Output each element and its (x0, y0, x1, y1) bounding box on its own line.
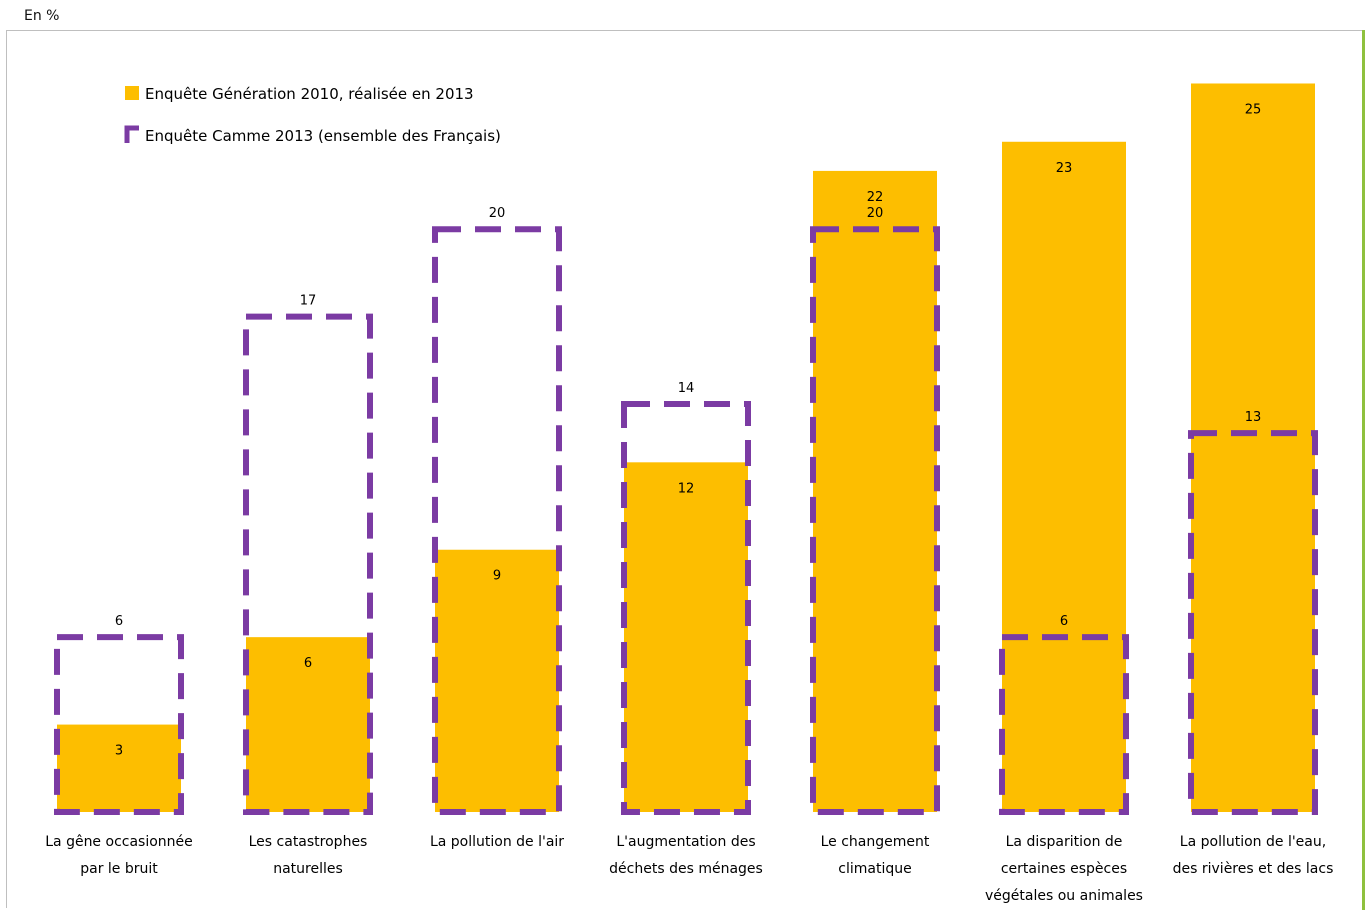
page-edge-accent (1362, 30, 1365, 910)
legend-label-camme: Enquête Camme 2013 (ensemble des Françai… (145, 127, 501, 145)
category-label-line: par le bruit (80, 861, 158, 877)
value-label-generation-1: 6 (304, 656, 312, 671)
category-label-4: Le changement climatique (821, 834, 930, 877)
category-label-line: Les catastrophes (249, 834, 368, 850)
category-label-line: La gêne occasionnée (45, 834, 193, 850)
category-label-line: certaines espèces (1001, 861, 1127, 877)
category-label-line: Le changement (821, 834, 930, 850)
bar-camme-5 (999, 634, 1129, 815)
category-label-line: naturelles (273, 861, 343, 877)
value-label-generation-2: 9 (493, 569, 501, 584)
value-label-camme-3: 14 (678, 381, 695, 396)
legend-swatch-camme (124, 125, 139, 143)
category-label-line: déchets des ménages (609, 861, 763, 877)
category-label-3: L'augmentation des déchets des ménages (609, 834, 763, 877)
category-labels: La gêne occasionnée par le bruit Les catas… (45, 834, 1333, 904)
bar-camme-4 (810, 226, 940, 815)
value-label-camme-1: 17 (300, 294, 317, 309)
category-label-6: La pollution de l'eau, des rivières et de… (1173, 834, 1334, 877)
camme-bars (54, 226, 1318, 815)
value-label-generation-0: 3 (115, 744, 123, 759)
legend: Enquête Génération 2010, réalisée en 201… (124, 85, 501, 145)
category-label-2: La pollution de l'air (430, 834, 564, 850)
bar-camme-2 (432, 226, 562, 815)
category-label-line: L'augmentation des (616, 834, 755, 850)
value-label-generation-5: 23 (1056, 161, 1073, 176)
legend-label-generation: Enquête Génération 2010, réalisée en 201… (145, 85, 474, 103)
chart-frame (6, 30, 1364, 908)
legend-swatch-generation (125, 86, 139, 100)
bar-generation-5 (1002, 141, 1126, 812)
category-label-line: La pollution de l'eau, (1180, 834, 1326, 850)
generation-bars (57, 83, 1315, 812)
category-label-line: des rivières et des lacs (1173, 861, 1334, 877)
category-label-line: végétales ou animales (985, 888, 1143, 904)
category-label-line: climatique (838, 861, 911, 877)
value-label-generation-6: 25 (1245, 102, 1262, 117)
bar-camme-3 (621, 401, 751, 815)
category-label-line: La disparition de (1006, 834, 1123, 850)
bar-generation-2 (435, 549, 559, 812)
bar-camme-0 (54, 634, 184, 815)
value-label-camme-4: 20 (867, 206, 884, 221)
value-label-camme-5: 6 (1060, 614, 1068, 629)
bar-camme-6 (1188, 430, 1318, 815)
value-label-generation-3: 12 (678, 481, 695, 496)
value-label-camme-6: 13 (1245, 410, 1262, 425)
value-label-camme-2: 20 (489, 206, 506, 221)
category-label-1: Les catastrophes naturelles (249, 834, 368, 877)
category-label-line: La pollution de l'air (430, 834, 564, 850)
bar-generation-3 (624, 462, 748, 812)
bar-generation-1 (246, 637, 370, 812)
bar-generation-6 (1191, 83, 1315, 812)
category-label-0: La gêne occasionnée par le bruit (45, 834, 193, 877)
value-label-camme-0: 6 (115, 614, 123, 629)
bar-generation-0 (57, 724, 181, 812)
bar-generation-4 (813, 170, 937, 812)
category-label-5: La disparition de certaines espèces végéta… (985, 834, 1143, 904)
unit-label: En % (24, 8, 60, 24)
value-label-generation-4: 22 (867, 190, 884, 205)
bar-camme-1 (243, 313, 373, 815)
